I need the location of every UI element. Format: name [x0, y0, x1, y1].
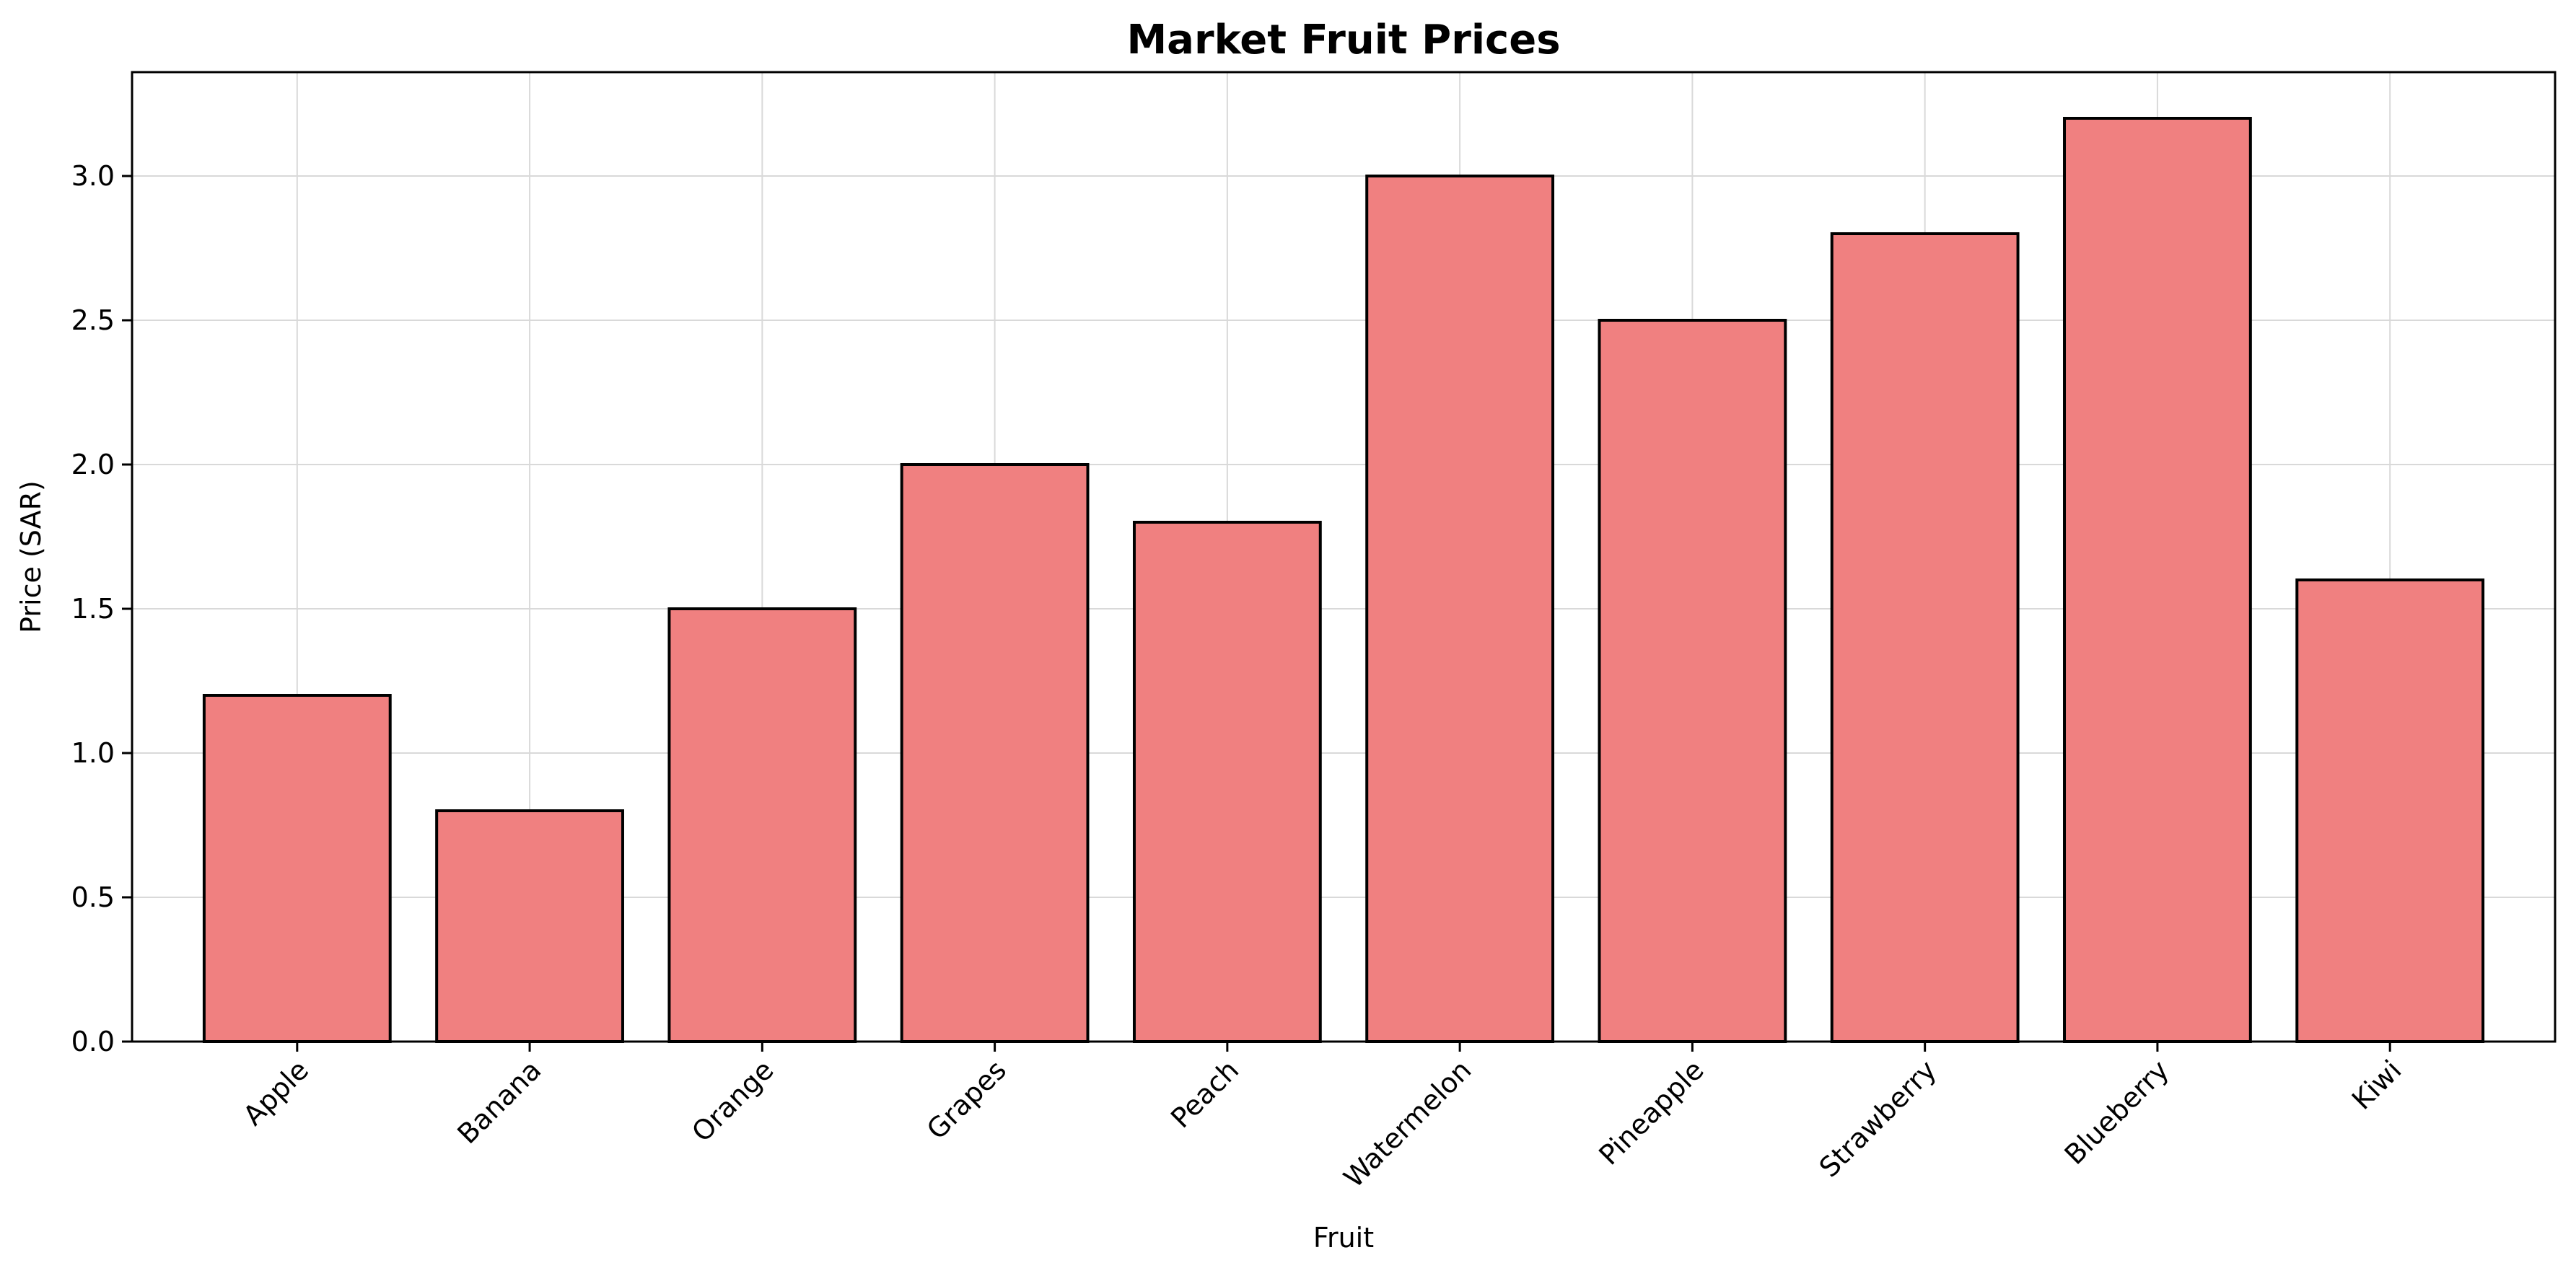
- plot-frame: [131, 71, 2557, 1043]
- bar-watermelon: [1365, 175, 1555, 1043]
- y-axis-title: Price (SAR): [15, 480, 47, 633]
- bar-grapes: [900, 463, 1090, 1043]
- x-tick-label: Watermelon: [1338, 1054, 1478, 1194]
- x-tick-label: Orange: [685, 1054, 779, 1148]
- bar-apple: [202, 694, 392, 1043]
- bar-strawberry: [1830, 232, 2020, 1043]
- x-tick-label: Kiwi: [2346, 1054, 2408, 1116]
- bar-kiwi: [2295, 578, 2485, 1043]
- y-tick-label: 1.0: [71, 737, 115, 769]
- x-tick-label: Apple: [237, 1054, 315, 1132]
- x-tick-label: Strawberry: [1813, 1054, 1942, 1183]
- x-tick-label: Peach: [1165, 1054, 1245, 1134]
- y-tick-label: 0.5: [71, 881, 115, 913]
- x-tick-label: Banana: [451, 1054, 547, 1150]
- y-tick-label: 0.0: [71, 1026, 115, 1057]
- bars: [202, 117, 2485, 1043]
- bar-pineapple: [1598, 319, 1787, 1043]
- y-tick-label: 3.0: [71, 160, 115, 192]
- x-axis-title: Fruit: [1313, 1222, 1374, 1254]
- chart-title: Market Fruit Prices: [1126, 17, 1560, 63]
- x-tick-label: Grapes: [921, 1054, 1012, 1145]
- y-tick-label: 1.5: [71, 593, 115, 625]
- bar-peach: [1132, 521, 1322, 1043]
- y-tick-label: 2.0: [71, 449, 115, 480]
- y-tick-label: 2.5: [71, 304, 115, 336]
- x-tick-label: Pineapple: [1593, 1054, 1709, 1171]
- bar-orange: [667, 607, 857, 1043]
- bar-blueberry: [2063, 117, 2252, 1043]
- bar-banana: [435, 809, 624, 1043]
- x-tick-label: Blueberry: [2059, 1054, 2176, 1171]
